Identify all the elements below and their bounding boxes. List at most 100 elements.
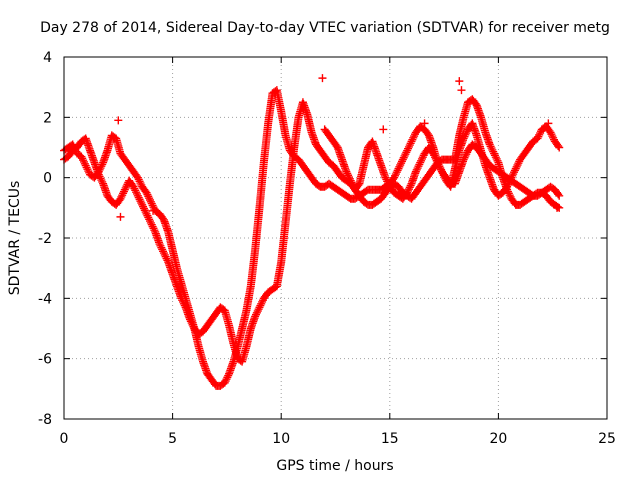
data-point [252,310,261,319]
data-point [503,182,512,191]
data-point [460,153,469,162]
axis-ticks: 0 5 10 15 20 25 -8 -6 -4 -2 0 2 4 [38,50,616,447]
data-point [119,189,128,198]
data-point [162,254,171,263]
data-point [435,162,444,171]
data-point [514,159,523,168]
data-point [381,173,390,182]
data-point [79,157,88,166]
data-point [220,378,229,387]
data-point [438,169,447,178]
data-point [347,178,356,187]
data-point [404,186,413,195]
data-point [414,162,423,171]
data-point [119,187,128,196]
data-point [147,220,156,229]
data-point [185,315,194,324]
data-point [135,195,144,204]
data-point [402,148,411,157]
data-point [318,74,327,83]
data-point [429,149,438,158]
data-point [137,199,146,208]
data-point [383,177,392,186]
data-point [391,171,400,180]
data-point [392,168,401,177]
data-point [148,222,157,231]
data-point [399,153,408,162]
data-point [535,130,544,139]
y-axis-label: SDTVAR / TECUs [7,181,23,296]
data-point [413,164,422,173]
data-point [186,317,195,326]
data-point [120,185,129,194]
data-point [163,256,172,265]
data-point [144,213,153,222]
data-point [161,252,170,261]
data-point [122,182,131,191]
data-point [437,165,446,174]
data-point [146,217,155,226]
data-point [507,173,516,182]
data-point [131,186,140,195]
data-point [398,155,407,164]
data-point [147,199,156,208]
data-point [406,139,415,148]
x-tick-label: 25 [598,431,616,447]
data-point [179,299,188,308]
data-point [221,376,230,385]
data-point [141,208,150,217]
data-point [116,194,125,203]
data-point [459,134,468,143]
data-point [146,197,155,206]
data-point [462,129,471,138]
x-tick-label: 10 [272,431,290,447]
data-point [156,241,165,250]
data-point [488,145,497,154]
data-point [439,171,448,180]
data-point [114,116,123,125]
data-point [397,157,406,166]
data-point [437,167,446,176]
x-axis-label: GPS time / hours [276,458,393,474]
data-point [118,191,127,200]
data-point [188,320,197,329]
y-tick-label: 2 [43,110,52,126]
data-point [396,160,405,169]
data-point [179,297,188,306]
data-point [382,175,391,184]
data-point [457,86,466,95]
data-point [140,206,149,215]
data-point [394,164,403,173]
data-point [430,153,439,162]
data-point [77,152,86,161]
data-point [97,176,106,185]
data-point [222,375,231,384]
data-point [146,195,155,204]
data-point [461,151,470,160]
data-point [81,161,90,170]
data-point [492,154,501,163]
data-point [511,164,520,173]
data-point [417,154,426,163]
data-point [254,305,263,314]
data-point [430,151,439,160]
data-point [149,206,158,215]
data-point [253,307,262,316]
data-point [415,160,424,169]
data-point [506,175,515,184]
data-point [489,147,498,156]
data-point [546,128,555,137]
data-point [135,177,144,186]
y-tick-label: -2 [38,231,52,247]
data-point [406,181,415,190]
data-point [555,191,564,200]
data-point [133,191,142,200]
data-point [78,154,87,163]
data-point [145,194,154,203]
data-point [95,172,104,181]
data-point [432,156,441,165]
data-point [407,137,416,146]
x-tick-label: 15 [381,431,399,447]
data-point [395,162,404,171]
